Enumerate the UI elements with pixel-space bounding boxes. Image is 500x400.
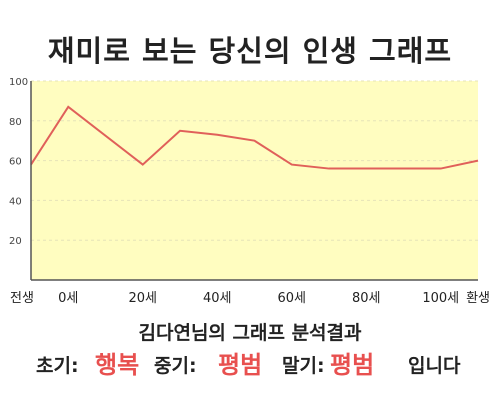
early-label: 초기: bbox=[36, 355, 79, 377]
x-tick-label: 60세 bbox=[277, 291, 306, 306]
late-label: 말기: bbox=[282, 355, 325, 377]
x-tick-label: 환생 bbox=[466, 291, 490, 306]
x-tick-label: 40세 bbox=[203, 291, 232, 306]
x-tick-label: 0세 bbox=[58, 291, 78, 306]
y-tick-label: 80 bbox=[9, 117, 22, 128]
y-tick-label: 100 bbox=[9, 77, 28, 88]
chart-title: 재미로 보는 당신의 인생 그래프 bbox=[47, 34, 453, 68]
life-graph-chart: 20 40 60 80 100 전생 0세 20세 40세 60세 80세 100세 환생 bbox=[9, 77, 490, 306]
middle-value: 평범 bbox=[218, 351, 263, 379]
middle-label: 중기: bbox=[154, 355, 197, 377]
early-value: 행복 bbox=[95, 351, 140, 379]
late-value: 평범 bbox=[330, 351, 375, 379]
x-tick-label: 80세 bbox=[352, 291, 381, 306]
y-tick-label: 60 bbox=[9, 157, 22, 168]
verdict-line: 초기: 행복 중기: 평범 말기: 평범 입니다 bbox=[0, 345, 500, 385]
x-tick-label: 전생 bbox=[10, 291, 34, 306]
series-area bbox=[31, 106, 478, 280]
y-tick-label: 40 bbox=[9, 196, 22, 207]
verdict-ending: 입니다 bbox=[408, 355, 461, 377]
analysis-summary: 김다연님의 그래프 분석결과 bbox=[138, 322, 362, 344]
x-tick-label: 100세 bbox=[422, 291, 459, 306]
x-tick-label: 20세 bbox=[128, 291, 157, 306]
y-tick-label: 20 bbox=[9, 236, 22, 247]
series-line bbox=[30, 105, 479, 170]
